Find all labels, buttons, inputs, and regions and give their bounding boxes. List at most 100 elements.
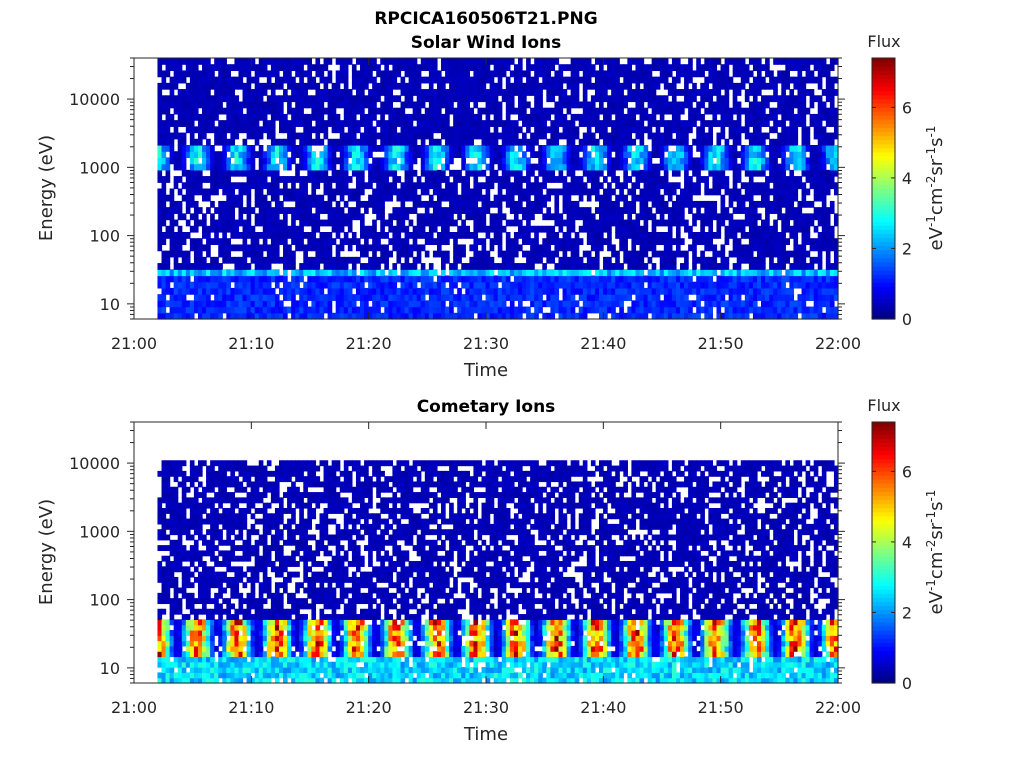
heatmap-cell	[412, 275, 418, 283]
heatmap-cell	[716, 163, 722, 171]
heatmap-cell	[586, 219, 592, 227]
heatmap-cell	[501, 126, 507, 134]
heatmap-cell	[404, 225, 410, 233]
heatmap-cell	[238, 256, 244, 264]
heatmap-cell	[696, 287, 701, 295]
heatmap-cell	[335, 176, 341, 183]
heatmap-cell	[599, 163, 604, 171]
heatmap-cell	[611, 263, 616, 270]
heatmap-cell	[740, 70, 746, 78]
heatmap-cell	[396, 244, 402, 252]
heatmap-cell	[461, 89, 466, 96]
heatmap-cell	[270, 194, 276, 202]
heatmap-cell	[497, 132, 503, 140]
heatmap-cell	[732, 300, 738, 308]
heatmap-cell	[307, 169, 312, 177]
heatmap-cell	[635, 256, 641, 264]
heatmap-cell	[327, 232, 333, 239]
heatmap-cell	[603, 58, 608, 65]
heatmap-cell	[461, 300, 466, 308]
heatmap-cell	[493, 145, 499, 152]
heatmap-cell	[590, 82, 596, 90]
heatmap-cell	[416, 182, 422, 190]
heatmap-cell	[449, 300, 454, 308]
heatmap-cell	[364, 275, 369, 283]
heatmap-cell	[351, 232, 357, 239]
heatmap-cell	[526, 188, 531, 196]
heatmap-cell	[222, 256, 227, 264]
heatmap-cell	[635, 194, 641, 202]
heatmap-cell	[570, 157, 576, 165]
heatmap-cell	[603, 138, 608, 146]
heatmap-cell	[477, 219, 483, 227]
heatmap-cell	[307, 120, 312, 127]
heatmap-cell	[513, 306, 519, 314]
heatmap-cell	[311, 76, 317, 84]
heatmap-cell	[631, 76, 637, 84]
heatmap-cell	[202, 300, 207, 308]
heatmap-cell	[453, 169, 458, 177]
heatmap-cell	[578, 188, 584, 196]
heatmap-cell	[517, 182, 523, 190]
heatmap-cell	[226, 120, 231, 127]
heatmap-cell	[728, 281, 734, 289]
heatmap-cell	[327, 113, 333, 121]
heatmap-cell	[716, 70, 722, 78]
heatmap-cell	[258, 188, 264, 196]
heatmap-cell	[623, 219, 628, 227]
heatmap-cell	[234, 300, 240, 308]
heatmap-cell	[303, 132, 308, 140]
heatmap-cell	[327, 256, 333, 264]
heatmap-cell	[339, 120, 345, 127]
heatmap-cell	[740, 58, 746, 65]
heatmap-cell	[562, 126, 568, 134]
heatmap-cell	[331, 256, 337, 264]
heatmap-cell	[193, 176, 199, 183]
heatmap-cell	[449, 145, 454, 152]
heatmap-cell	[513, 281, 519, 289]
heatmap-cell	[582, 219, 588, 227]
heatmap-cell	[299, 107, 304, 115]
heatmap-cell	[542, 300, 547, 308]
heatmap-cell	[299, 188, 304, 196]
heatmap-cell	[283, 126, 288, 134]
heatmap-cell	[586, 176, 592, 183]
heatmap-cell	[542, 200, 547, 208]
heatmap-cell	[327, 194, 333, 202]
heatmap-cell	[218, 120, 223, 127]
heatmap-cell	[262, 169, 268, 177]
heatmap-cell	[222, 138, 227, 146]
heatmap-cell	[161, 126, 167, 134]
heatmap-cell	[193, 107, 199, 115]
heatmap-cell	[505, 275, 511, 283]
heatmap-cell	[303, 300, 308, 308]
heatmap-cell	[692, 244, 697, 252]
heatmap-cell	[473, 219, 479, 227]
heatmap-cell	[720, 312, 726, 320]
heatmap-cell	[566, 219, 572, 227]
heatmap-cell	[489, 95, 495, 103]
heatmap-cell	[627, 207, 633, 214]
heatmap-cell	[688, 101, 693, 109]
heatmap-cell	[481, 238, 487, 246]
heatmap-cell	[372, 244, 377, 252]
heatmap-cell	[582, 95, 588, 103]
heatmap-cell	[274, 294, 280, 301]
heatmap-cell	[392, 82, 398, 90]
heatmap-cell	[627, 58, 633, 65]
heatmap-cell	[748, 256, 754, 264]
heatmap-cell	[667, 275, 673, 283]
heatmap-cell	[222, 132, 227, 140]
heatmap-cell	[400, 200, 406, 208]
heatmap-cell	[615, 176, 620, 183]
heatmap-cell	[477, 256, 483, 264]
heatmap-cell	[424, 207, 430, 214]
heatmap-cell	[441, 58, 446, 65]
heatmap-cell	[534, 95, 539, 103]
heatmap-cell	[436, 275, 442, 283]
heatmap-cell	[246, 145, 252, 152]
heatmap-cell	[246, 300, 252, 308]
heatmap-cell	[246, 76, 252, 84]
heatmap-cell	[619, 101, 624, 109]
heatmap-cell	[161, 312, 167, 320]
